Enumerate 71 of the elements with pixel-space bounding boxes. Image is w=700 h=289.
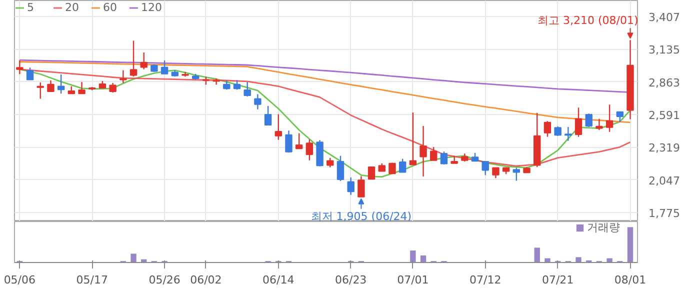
y-tick-label: 3,135 (648, 44, 680, 57)
candlestick (47, 80, 54, 92)
x-tick-label: 07/12 (470, 274, 502, 286)
legend-label: 5 (27, 1, 35, 14)
candlestick (285, 130, 292, 154)
x-tick-label: 07/21 (542, 274, 574, 286)
annotation: 최고 3,210 (08/01) (537, 14, 638, 28)
candlestick (554, 126, 562, 136)
candlestick (616, 111, 624, 123)
x-tick-label: 05/06 (4, 274, 36, 286)
candlestick (306, 138, 314, 161)
candlestick (358, 176, 365, 198)
candlestick (140, 52, 148, 70)
candlestick (244, 81, 251, 98)
bar (130, 254, 136, 262)
candlestick (26, 67, 34, 80)
candlestick (596, 118, 603, 131)
candlestick (368, 166, 376, 180)
bar (627, 227, 634, 262)
candlestick (336, 155, 344, 182)
x-tick-label: 08/01 (614, 274, 646, 286)
candlestick (295, 132, 303, 150)
candlestick (160, 60, 168, 74)
x-tick-label: 07/01 (397, 274, 429, 286)
candlestick (430, 146, 438, 161)
candlestick (492, 167, 500, 179)
candlestick (120, 70, 127, 84)
candlestick (316, 139, 324, 167)
y-tick-label: 3,407 (648, 10, 680, 24)
x-tick-label: 06/23 (334, 274, 367, 286)
candlestick (78, 81, 86, 94)
x-tick-label: 06/02 (190, 274, 222, 286)
candlestick (398, 158, 406, 173)
x-tick-label: 05/26 (148, 274, 180, 286)
legend-label: 20 (65, 1, 80, 14)
candlestick (420, 125, 427, 178)
candlestick (36, 82, 44, 100)
y-tick-label: 2,591 (648, 108, 680, 122)
legend-label: 거래량 (587, 220, 620, 235)
candlestick (223, 80, 230, 90)
candlestick (212, 78, 220, 86)
candlestick (544, 120, 552, 138)
candlestick (16, 60, 24, 75)
candlestick (130, 40, 138, 78)
bar (576, 257, 582, 262)
x-tick-label: 05/17 (76, 274, 108, 286)
bar (534, 248, 540, 262)
y-tick-label: 2,319 (648, 142, 680, 155)
candlestick (606, 104, 614, 132)
candlestick (264, 105, 272, 126)
y-tick-label: 2,047 (648, 174, 680, 188)
candlestick (440, 150, 448, 165)
candlestick (254, 94, 262, 110)
candlestick (585, 112, 592, 128)
candlestick (574, 107, 582, 138)
candlestick (347, 176, 354, 196)
candlestick (512, 167, 520, 182)
bar (410, 250, 416, 262)
x-tick-label: 06/14 (262, 274, 294, 286)
candlestick (274, 114, 282, 140)
legend-label: 120 (141, 1, 162, 14)
candlestick (57, 74, 65, 94)
legend-label: 60 (103, 1, 118, 14)
candlestick (326, 157, 334, 168)
candlestick (409, 112, 417, 166)
y-tick-label: 1,775 (648, 206, 680, 220)
candlestick (233, 80, 241, 90)
y-tick-label: 2,863 (648, 76, 680, 90)
candlestick (482, 160, 489, 176)
candlestick (109, 82, 116, 94)
candlestick (564, 126, 572, 142)
